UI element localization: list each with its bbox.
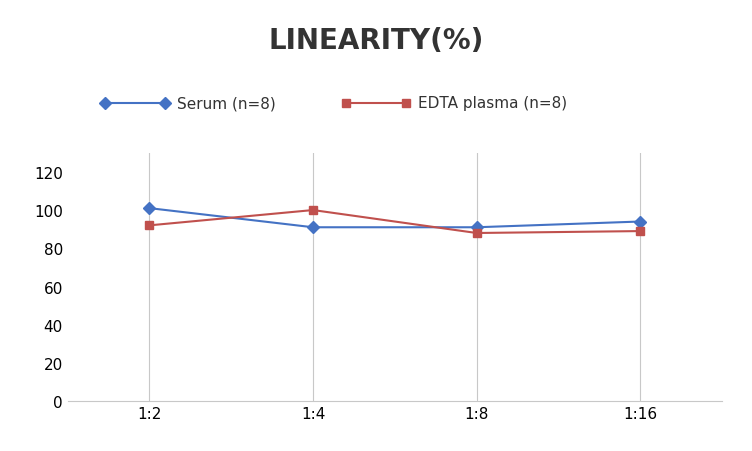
EDTA plasma (n=8) xyxy=(635,229,644,234)
Text: Serum (n=8): Serum (n=8) xyxy=(177,96,276,111)
Serum (n=8) xyxy=(635,219,644,225)
Line: Serum (n=8): Serum (n=8) xyxy=(145,204,644,232)
Text: EDTA plasma (n=8): EDTA plasma (n=8) xyxy=(418,96,567,111)
EDTA plasma (n=8) xyxy=(145,223,154,229)
Serum (n=8) xyxy=(145,206,154,212)
EDTA plasma (n=8) xyxy=(308,208,317,213)
Serum (n=8) xyxy=(472,225,481,230)
Line: EDTA plasma (n=8): EDTA plasma (n=8) xyxy=(145,207,644,238)
Text: LINEARITY(%): LINEARITY(%) xyxy=(268,27,484,55)
Serum (n=8) xyxy=(308,225,317,230)
EDTA plasma (n=8) xyxy=(472,231,481,236)
